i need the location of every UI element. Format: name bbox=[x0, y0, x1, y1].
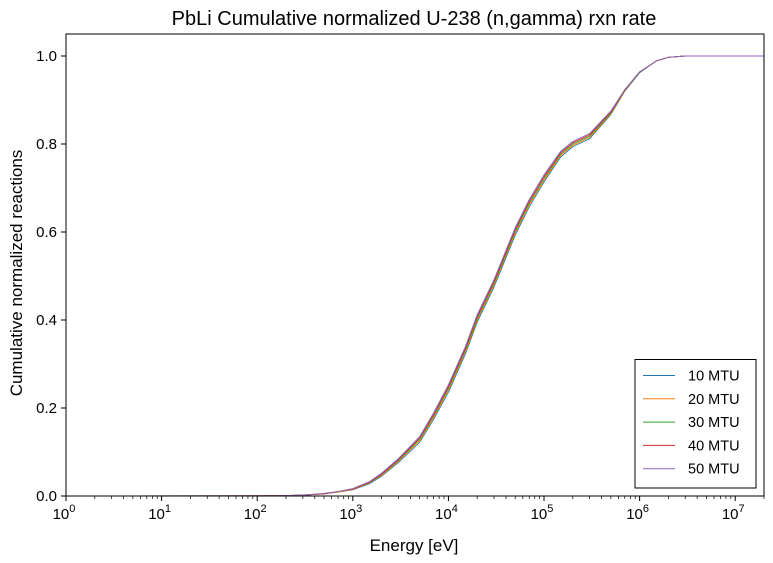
x-axis: 100 101 102 103 104 105 106 107 bbox=[53, 496, 765, 523]
x-tick-label: 102 bbox=[244, 503, 267, 523]
y-tick-label: 0.0 bbox=[36, 488, 57, 505]
x-tick-label: 105 bbox=[531, 503, 554, 523]
y-tick-label: 1.0 bbox=[36, 48, 57, 65]
x-tick-label: 100 bbox=[53, 503, 76, 523]
legend: 10 MTU 20 MTU 30 MTU 40 MTU 50 MTU bbox=[634, 359, 757, 489]
x-tick-label: 106 bbox=[626, 503, 649, 523]
legend-label: 50 MTU bbox=[688, 462, 740, 478]
x-tick-label: 107 bbox=[722, 503, 745, 523]
series-line-5 bbox=[66, 55, 764, 496]
y-tick-label: 0.8 bbox=[36, 136, 57, 153]
legend-label: 10 MTU bbox=[688, 369, 740, 385]
series-layer bbox=[66, 55, 764, 496]
x-tick-label: 103 bbox=[339, 503, 362, 523]
plot-frame bbox=[65, 33, 765, 497]
y-tick-label: 0.6 bbox=[36, 224, 57, 241]
legend-box bbox=[634, 359, 757, 489]
x-axis-label: Energy [eV] bbox=[370, 536, 459, 555]
x-tick-label: 104 bbox=[435, 503, 458, 523]
chart-title: PbLi Cumulative normalized U-238 (n,gamm… bbox=[172, 8, 657, 30]
x-tick-label: 101 bbox=[148, 503, 171, 523]
legend-label: 40 MTU bbox=[688, 438, 740, 454]
y-axis-label: Cumulative normalized reactions bbox=[7, 150, 26, 397]
y-axis: 0.0 0.2 0.4 0.6 0.8 1.0 bbox=[36, 48, 66, 505]
y-tick-label: 0.4 bbox=[36, 312, 57, 329]
legend-label: 30 MTU bbox=[688, 415, 740, 431]
y-tick-label: 0.2 bbox=[36, 400, 57, 417]
legend-label: 20 MTU bbox=[688, 392, 740, 408]
